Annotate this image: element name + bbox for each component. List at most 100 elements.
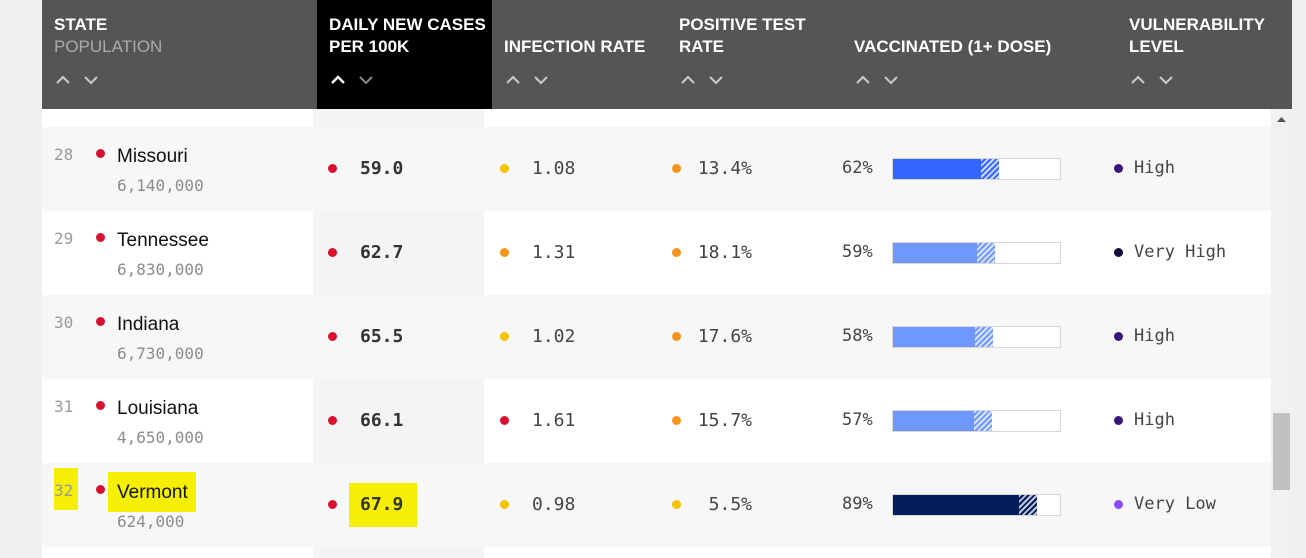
state-indicator-dot [96, 149, 105, 158]
positive-indicator-dot [672, 500, 681, 509]
table-row[interactable]: 31 Louisiana 4,650,000 66.1 1.61 15.7% 57% High [42, 379, 1271, 463]
state-name[interactable]: Vermont [117, 482, 188, 503]
state-population: 6,730,000 [117, 344, 204, 363]
vaccination-bar-fill [893, 327, 975, 347]
column-header-state[interactable]: STATE POPULATION [42, 0, 317, 109]
table-body: 28 Missouri 6,140,000 59.0 1.08 13.4% 62% High 2… [42, 109, 1271, 558]
sort-controls [1129, 70, 1179, 90]
right-margin [1292, 0, 1306, 558]
table-row[interactable]: 30 Indiana 6,730,000 65.5 1.02 17.6% 58% High [42, 295, 1271, 379]
table-row[interactable]: 28 Missouri 6,140,000 59.0 1.08 13.4% 62% High [42, 127, 1271, 211]
vaccination-progress-bar [892, 242, 1061, 264]
sort-controls [504, 70, 554, 90]
column-header-vaccinated[interactable]: VACCINATED (1+ DOSE) [842, 0, 1117, 109]
infection-indicator-dot [500, 500, 509, 509]
vaccination-progress-bar [892, 410, 1061, 432]
sort-chevrons-icon[interactable] [54, 70, 104, 90]
column-header-positive-test-rate[interactable]: POSITIVE TEST RATE [667, 0, 842, 109]
positive-indicator-dot [672, 248, 681, 257]
state-population: 6,830,000 [117, 260, 204, 279]
positive-indicator-dot [672, 332, 681, 341]
daily-cases-value: 59.0 [360, 158, 404, 179]
state-header-label: STATE [54, 15, 108, 34]
cases-indicator-dot [328, 248, 337, 257]
daily-cases-value: 66.1 [360, 410, 404, 431]
vaccination-progress-bar [892, 494, 1061, 516]
rank-number: 31 [54, 397, 74, 416]
vaccinated-percent: 57% [842, 410, 873, 430]
daily-cases-header-line1: DAILY NEW CASES [329, 15, 486, 34]
daily-cases-value: 67.9 [360, 494, 404, 515]
positive-rate-value: 18.1% [697, 242, 752, 263]
infection-rate-value: 1.61 [532, 410, 576, 431]
table-header: STATE POPULATION DAILY NEW CASES PER 100… [42, 0, 1292, 109]
daily-cases-value: 62.7 [360, 242, 404, 263]
highlight-mark [108, 472, 196, 512]
vaccination-bar-fill [893, 159, 981, 179]
vulnerability-header-line1: VULNERABILITY [1129, 15, 1265, 34]
state-data-table: STATE POPULATION DAILY NEW CASES PER 100… [42, 0, 1292, 558]
scrollbar-thumb[interactable] [1273, 413, 1290, 490]
cases-indicator-dot [328, 500, 337, 509]
vaccination-bar-fill [893, 495, 1019, 515]
highlight-mark [349, 483, 417, 527]
state-population: 4,650,000 [117, 428, 204, 447]
state-name[interactable]: Indiana [117, 314, 180, 335]
state-name[interactable]: Missouri [117, 146, 188, 167]
rank-number: 29 [54, 229, 74, 248]
positive-header-line2: RATE [679, 37, 725, 56]
state-population: 624,000 [117, 512, 185, 531]
positive-rate-value: 15.7% [697, 410, 752, 431]
scrollbar[interactable] [1271, 109, 1292, 558]
infection-indicator-dot [500, 164, 509, 173]
scroll-up-arrow-icon[interactable] [1276, 115, 1287, 123]
positive-rate-value: 17.6% [697, 326, 752, 347]
column-header-daily-cases[interactable]: DAILY NEW CASES PER 100K [317, 0, 492, 109]
sort-chevrons-icon[interactable] [1129, 70, 1179, 90]
sort-chevrons-icon[interactable] [504, 70, 554, 90]
vulnerability-indicator-dot [1114, 248, 1123, 257]
cases-indicator-dot [328, 332, 337, 341]
vulnerability-level: Very High [1134, 242, 1227, 262]
infection-rate-value: 0.98 [532, 494, 576, 515]
state-population: 6,140,000 [117, 176, 204, 195]
column-header-infection-rate[interactable]: INFECTION RATE [492, 0, 667, 109]
vaccinated-percent: 89% [842, 494, 873, 514]
vaccination-bar-partial [981, 159, 999, 179]
state-name[interactable]: Louisiana [117, 398, 199, 419]
sort-chevrons-icon[interactable] [854, 70, 904, 90]
daily-cases-value: 65.5 [360, 326, 404, 347]
positive-indicator-dot [672, 164, 681, 173]
sort-controls [329, 70, 379, 90]
column-header-vulnerability[interactable]: VULNERABILITY LEVEL [1117, 0, 1292, 109]
state-indicator-dot [96, 317, 105, 326]
vaccination-bar-partial [977, 243, 995, 263]
positive-indicator-dot [672, 416, 681, 425]
vulnerability-indicator-dot [1114, 416, 1123, 425]
vaccination-bar-fill [893, 411, 974, 431]
rank-number: 30 [54, 313, 74, 332]
table-row[interactable]: 32 Vermont 624,000 67.9 0.98 5.5% 89% Very Low [42, 463, 1271, 547]
state-indicator-dot [96, 401, 105, 410]
state-name[interactable]: Tennessee [117, 230, 209, 251]
daily-cases-header-line2: PER 100K [329, 37, 410, 56]
table-row[interactable]: 29 Tennessee 6,830,000 62.7 1.31 18.1% 59% Very… [42, 211, 1271, 295]
vaccinated-percent: 62% [842, 158, 873, 178]
population-header-label: POPULATION [54, 37, 163, 56]
vaccinated-header-label: VACCINATED (1+ DOSE) [854, 37, 1052, 56]
vulnerability-level: High [1134, 410, 1175, 430]
positive-header-line1: POSITIVE TEST [679, 15, 806, 34]
vaccination-progress-bar [892, 326, 1061, 348]
sort-chevrons-icon[interactable] [679, 70, 729, 90]
infection-rate-value: 1.31 [532, 242, 576, 263]
infection-header-label: INFECTION RATE [504, 37, 646, 56]
rank-number: 32 [54, 481, 74, 500]
sort-chevrons-icon[interactable] [329, 70, 379, 90]
positive-rate-value: 5.5% [708, 494, 752, 515]
vulnerability-indicator-dot [1114, 500, 1123, 509]
vaccinated-percent: 59% [842, 242, 873, 262]
state-indicator-dot [96, 233, 105, 242]
cases-indicator-dot [328, 164, 337, 173]
sort-controls [679, 70, 729, 90]
vaccination-bar-partial [975, 327, 993, 347]
